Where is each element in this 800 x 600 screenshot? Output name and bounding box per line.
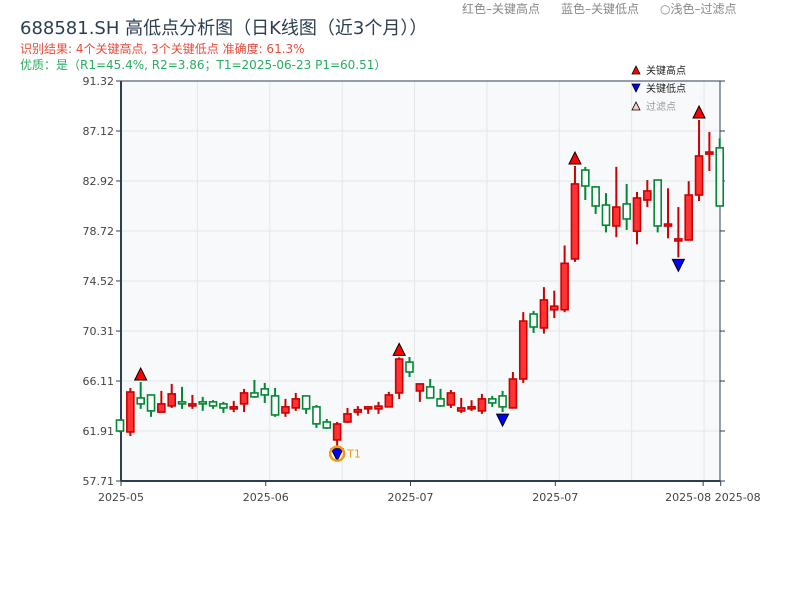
candle-down — [146, 394, 156, 412]
candle-down — [529, 313, 538, 328]
legend-label: 过滤点 — [646, 100, 676, 113]
candle-up — [663, 223, 673, 227]
key-low-marker — [330, 448, 344, 462]
y-tick-label: 66.11 — [83, 375, 115, 388]
key-low-marker — [495, 413, 510, 428]
candle-down — [405, 361, 414, 373]
y-tick-label: 74.52 — [83, 275, 115, 288]
candle-up — [456, 407, 466, 412]
x-tick-label: 2025-08 — [715, 491, 761, 504]
candle-down — [653, 179, 662, 227]
candle-down — [208, 401, 218, 407]
candle-up — [126, 391, 135, 433]
candle-down — [115, 419, 125, 432]
x-tick-label: 2025-08 — [665, 491, 711, 504]
candle-down — [591, 186, 600, 207]
candle-up — [239, 392, 249, 405]
hint-red-highs: 红色–关键高点 — [462, 2, 541, 16]
candle-up — [229, 406, 239, 410]
candle-up — [167, 393, 176, 407]
candle-down — [425, 386, 435, 399]
candle-down — [270, 395, 280, 416]
candle-up — [508, 378, 518, 409]
legend-label: 关键高点 — [646, 64, 686, 77]
candle-up — [384, 394, 394, 408]
candle-down — [250, 392, 259, 398]
candle-down — [580, 169, 590, 187]
candle-up — [549, 305, 559, 311]
candle-down — [260, 388, 270, 396]
candle-up — [332, 423, 342, 441]
t1-highlight-circle — [328, 445, 346, 462]
result-summary: 识别结果: 4个关键高点, 3个关键低点 准确度: 61.3% — [20, 42, 305, 56]
hint-blue-lows: 蓝色–关键低点 — [561, 2, 640, 16]
legend-marker-triangle-up — [631, 65, 641, 75]
key-low-marker — [671, 258, 686, 273]
candle-up — [632, 197, 642, 232]
candle-up — [446, 392, 456, 406]
x-tick-label: 2025-07 — [388, 491, 434, 504]
candle-down — [487, 398, 497, 404]
y-tick-label: 78.72 — [83, 225, 115, 238]
candle-down — [136, 397, 145, 405]
y-tick-label: 82.92 — [83, 175, 115, 188]
quality-summary: 优质：是（R1=45.4%, R2=3.86；T1=2025-06-23 P1=… — [20, 58, 387, 72]
key-high-marker — [392, 342, 406, 356]
candle-down — [436, 398, 445, 407]
candle-up — [188, 403, 197, 407]
x-tick-label: 2025-07 — [532, 491, 578, 504]
y-tick-label: 91.32 — [83, 75, 115, 88]
y-tick-label: 87.12 — [83, 125, 115, 138]
candle-down — [715, 147, 725, 207]
candle-down — [219, 403, 228, 409]
key-high-marker — [133, 366, 148, 381]
candle-up — [374, 405, 383, 410]
legend-marker-triangle-down — [631, 83, 641, 93]
key-high-marker — [692, 104, 706, 119]
candle-up — [705, 151, 714, 155]
candle-down — [301, 395, 311, 410]
candle-up — [643, 190, 652, 201]
candle-up — [684, 194, 694, 241]
candle-down — [622, 203, 631, 220]
candle-down — [312, 406, 321, 425]
candle-up — [281, 406, 290, 414]
legend-marker-triangle-up-light — [631, 101, 641, 111]
candle-up — [477, 398, 487, 412]
candle-up — [518, 320, 528, 380]
candle-up — [363, 406, 373, 410]
candle-up — [694, 155, 704, 196]
candle-up — [394, 358, 404, 394]
t1-label: T1 — [346, 448, 361, 461]
candle-up — [157, 403, 166, 413]
candle-up — [560, 262, 569, 311]
y-tick-label: 70.31 — [83, 325, 115, 338]
candle-down — [322, 421, 332, 429]
candle-up — [539, 299, 549, 329]
chart-title: 688581.SH 高低点分析图（日K线图（近3个月）） — [20, 18, 428, 39]
candle-up — [612, 206, 621, 227]
candle-up — [415, 383, 425, 392]
x-tick-label: 2025-06 — [243, 491, 289, 504]
candle-up — [353, 408, 363, 413]
candle-down — [601, 204, 611, 227]
hint-light-filtered: ○浅色–过滤点 — [660, 2, 737, 16]
candle-down — [177, 401, 187, 405]
candle-up — [674, 238, 683, 242]
y-tick-label: 57.71 — [83, 475, 115, 488]
candle-up — [343, 413, 352, 423]
candle-down — [498, 395, 507, 408]
y-tick-label: 61.91 — [83, 425, 115, 438]
candle-up — [291, 398, 301, 409]
x-tick-label: 2025-05 — [98, 491, 144, 504]
candle-down — [198, 401, 208, 405]
candle-up — [570, 183, 580, 260]
legend-label: 关键低点 — [646, 82, 686, 95]
key-high-marker — [568, 150, 582, 165]
candle-up — [467, 406, 476, 410]
